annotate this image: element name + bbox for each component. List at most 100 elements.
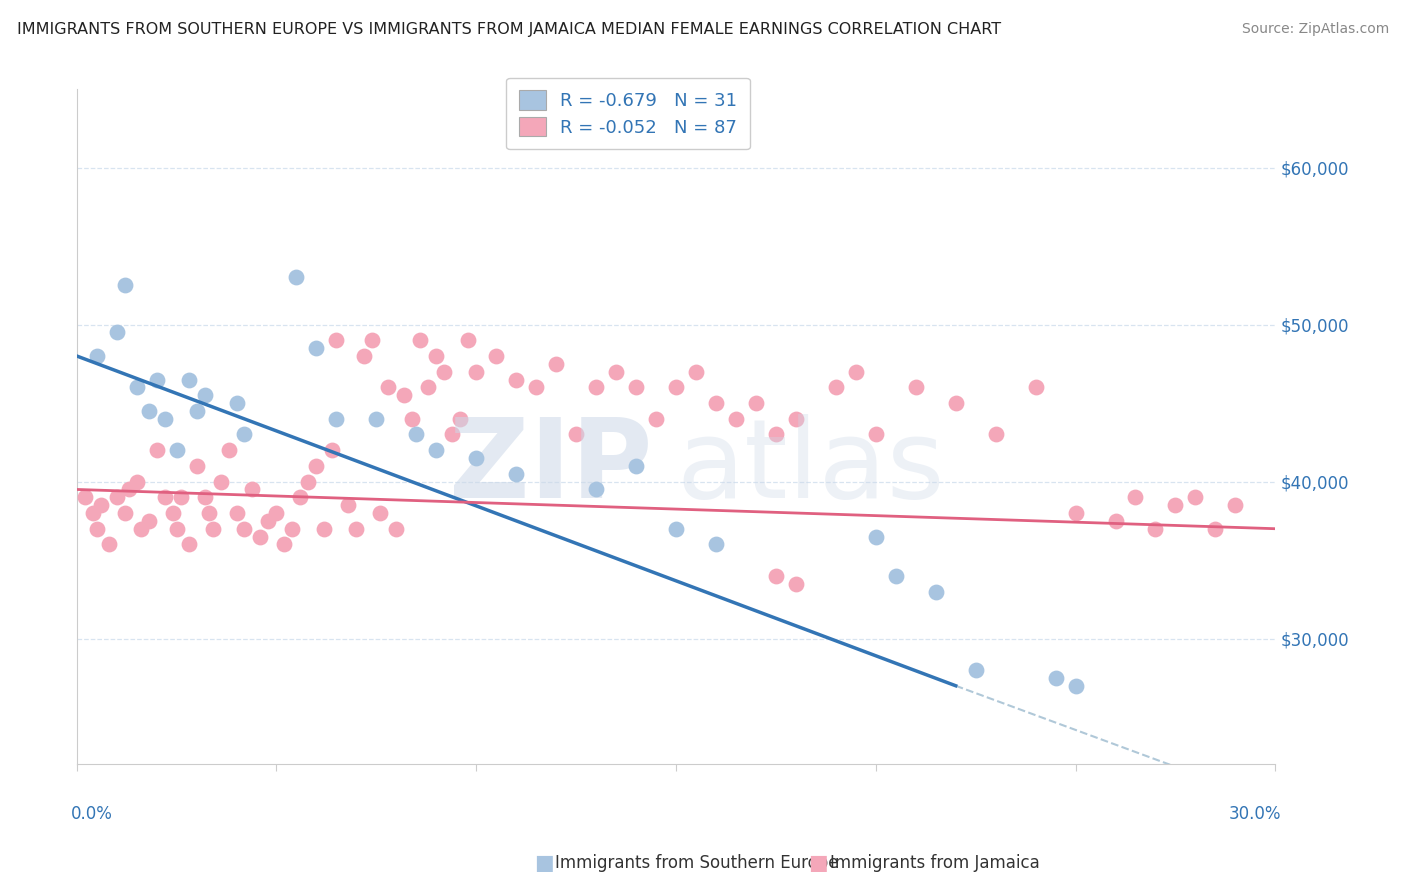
Text: ■: ■ bbox=[534, 854, 554, 873]
Point bbox=[385, 522, 408, 536]
Point bbox=[984, 427, 1007, 442]
Point bbox=[225, 506, 247, 520]
Point bbox=[153, 411, 176, 425]
Point bbox=[325, 411, 347, 425]
Point bbox=[218, 443, 240, 458]
Point bbox=[138, 404, 160, 418]
Point bbox=[193, 388, 215, 402]
Point bbox=[441, 427, 464, 442]
Point bbox=[377, 380, 399, 394]
Point bbox=[344, 522, 367, 536]
Point bbox=[425, 443, 447, 458]
Point bbox=[209, 475, 232, 489]
Point bbox=[401, 411, 423, 425]
Point bbox=[1104, 514, 1126, 528]
Point bbox=[904, 380, 927, 394]
Point bbox=[138, 514, 160, 528]
Point bbox=[1064, 679, 1087, 693]
Point bbox=[129, 522, 152, 536]
Point bbox=[1164, 498, 1187, 512]
Point bbox=[114, 506, 136, 520]
Point bbox=[765, 427, 787, 442]
Point bbox=[153, 491, 176, 505]
Text: 30.0%: 30.0% bbox=[1229, 805, 1281, 822]
Point bbox=[125, 380, 148, 394]
Point bbox=[605, 365, 627, 379]
Point bbox=[249, 530, 271, 544]
Point bbox=[281, 522, 304, 536]
Point bbox=[117, 483, 139, 497]
Point bbox=[624, 458, 647, 473]
Point bbox=[585, 380, 607, 394]
Point bbox=[1045, 671, 1067, 685]
Text: atlas: atlas bbox=[676, 414, 945, 521]
Point bbox=[361, 333, 384, 347]
Point bbox=[225, 396, 247, 410]
Point bbox=[1225, 498, 1247, 512]
Point bbox=[233, 427, 256, 442]
Point bbox=[745, 396, 768, 410]
Point bbox=[166, 522, 188, 536]
Point bbox=[86, 522, 108, 536]
Point bbox=[665, 522, 688, 536]
Point bbox=[257, 514, 280, 528]
Point bbox=[290, 491, 312, 505]
Point bbox=[97, 537, 120, 551]
Point bbox=[186, 458, 208, 473]
Point bbox=[162, 506, 184, 520]
Point bbox=[1025, 380, 1047, 394]
Point bbox=[945, 396, 967, 410]
Point bbox=[285, 270, 308, 285]
Point bbox=[865, 427, 887, 442]
Point bbox=[418, 380, 440, 394]
Point bbox=[465, 451, 488, 466]
Point bbox=[724, 411, 747, 425]
Point bbox=[704, 396, 727, 410]
Point bbox=[425, 349, 447, 363]
Point bbox=[233, 522, 256, 536]
Text: Source: ZipAtlas.com: Source: ZipAtlas.com bbox=[1241, 22, 1389, 37]
Text: Immigrants from Southern Europe: Immigrants from Southern Europe bbox=[555, 855, 839, 872]
Point bbox=[1144, 522, 1167, 536]
Point bbox=[114, 278, 136, 293]
Point bbox=[624, 380, 647, 394]
Point bbox=[765, 569, 787, 583]
Point bbox=[305, 458, 328, 473]
Point bbox=[166, 443, 188, 458]
Point bbox=[685, 365, 707, 379]
Point bbox=[321, 443, 343, 458]
Point bbox=[449, 411, 471, 425]
Point bbox=[884, 569, 907, 583]
Point bbox=[337, 498, 360, 512]
Point bbox=[546, 357, 568, 371]
Point bbox=[370, 506, 392, 520]
Point bbox=[314, 522, 336, 536]
Point bbox=[197, 506, 219, 520]
Point bbox=[505, 467, 527, 481]
Point bbox=[105, 491, 128, 505]
Point bbox=[457, 333, 479, 347]
Point bbox=[1125, 491, 1147, 505]
Point bbox=[186, 404, 208, 418]
Point bbox=[145, 372, 167, 386]
Point bbox=[785, 576, 807, 591]
Point bbox=[925, 584, 948, 599]
Point bbox=[845, 365, 868, 379]
Point bbox=[177, 537, 200, 551]
Point bbox=[273, 537, 295, 551]
Point bbox=[665, 380, 688, 394]
Point bbox=[965, 663, 987, 677]
Point bbox=[297, 475, 319, 489]
Point bbox=[485, 349, 508, 363]
Point bbox=[305, 341, 328, 355]
Point bbox=[785, 411, 807, 425]
Point bbox=[565, 427, 588, 442]
Point bbox=[90, 498, 112, 512]
Point bbox=[266, 506, 288, 520]
Point bbox=[242, 483, 264, 497]
Point bbox=[465, 365, 488, 379]
Point bbox=[409, 333, 432, 347]
Point bbox=[105, 326, 128, 340]
Point bbox=[125, 475, 148, 489]
Point bbox=[177, 372, 200, 386]
